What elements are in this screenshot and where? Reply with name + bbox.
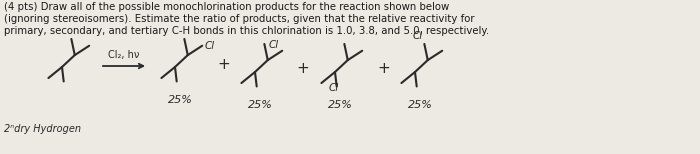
- Text: (ignoring stereoisomers). Estimate the ratio of products, given that the relativ: (ignoring stereoisomers). Estimate the r…: [4, 14, 475, 24]
- Text: +: +: [377, 61, 391, 75]
- Text: 25%: 25%: [248, 100, 272, 110]
- Text: (4 pts) Draw all of the possible monochlorination products for the reaction show: (4 pts) Draw all of the possible monochl…: [4, 2, 449, 12]
- Text: Cl₂, hν: Cl₂, hν: [108, 50, 140, 60]
- Text: 25%: 25%: [407, 100, 433, 110]
- Text: 2ⁿdry Hydrogen: 2ⁿdry Hydrogen: [4, 124, 81, 134]
- Text: Cl: Cl: [412, 31, 422, 41]
- Text: Cl: Cl: [269, 40, 279, 50]
- Text: 25%: 25%: [167, 95, 192, 105]
- Text: Cl: Cl: [204, 41, 214, 51]
- Text: 25%: 25%: [328, 100, 352, 110]
- Text: Cl: Cl: [329, 83, 339, 93]
- Text: +: +: [297, 61, 309, 75]
- Text: +: +: [218, 57, 230, 71]
- Text: primary, secondary, and tertiary C-H bonds in this chlorination is 1.0, 3.8, and: primary, secondary, and tertiary C-H bon…: [4, 26, 489, 36]
